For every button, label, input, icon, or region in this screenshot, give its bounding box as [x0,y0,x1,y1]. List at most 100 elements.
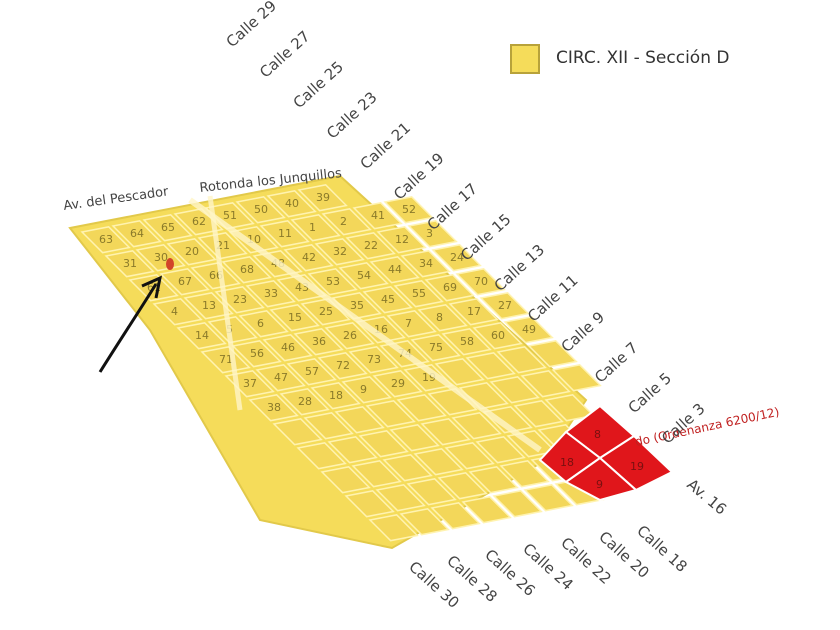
block-number: 58 [460,335,474,348]
block-number: 2 [340,215,347,228]
highlight-block-number: 19 [630,460,644,473]
block [255,364,306,392]
block [434,358,485,386]
street-label-top: Calle 17 [424,180,481,234]
block-number: 12 [395,233,409,246]
block-number: 33 [264,287,278,300]
block-number: 7 [405,317,412,330]
block [200,346,251,374]
block-number: 29 [391,377,405,390]
block [383,196,434,224]
block [279,388,330,416]
block [369,256,420,284]
block [479,292,530,320]
street-label-top: Calle 21 [357,119,414,173]
block [310,382,361,410]
block-number: 36 [312,335,326,348]
block-number: 75 [429,341,443,354]
block [245,280,296,308]
block-number: 70 [474,275,488,288]
block [492,490,543,518]
block-number: 62 [192,215,206,228]
block [358,430,409,458]
block [235,196,286,224]
lot-marker [166,258,174,270]
block-number: 34 [419,257,433,270]
block-number: 13 [202,299,216,312]
block-number: 8 [436,311,443,324]
block-number: 52 [402,203,416,216]
block [417,304,468,332]
block-number: 53 [326,275,340,288]
block [221,256,272,284]
block [344,490,395,518]
block-number: 22 [364,239,378,252]
block [307,268,358,296]
block-number: 65 [161,221,175,234]
block-number: 6 [257,317,264,330]
block-number: 41 [371,209,385,222]
block-number: 55 [412,287,426,300]
street-label-top: Calle 25 [290,58,347,112]
block [352,202,403,230]
block [272,418,323,446]
block [345,232,396,260]
street-label-top: Calle 11 [524,271,581,325]
street-label-top: Calle 23 [323,88,380,142]
block-number: 18 [329,389,343,402]
block-number: 50 [254,203,268,216]
block [472,322,523,350]
block-number: 46 [281,341,295,354]
block [441,328,492,356]
block-number: 64 [130,227,144,240]
block-number: 63 [99,233,113,246]
road-label-ordenanza: do (Ordenanza 6200/12) [634,405,781,449]
block [293,328,344,356]
block [424,274,475,302]
block [362,286,413,314]
block [368,514,419,542]
block [520,370,571,398]
block-number: 9 [360,383,367,396]
block [111,220,162,248]
block-number: 4 [171,305,178,318]
legend-label: CIRC. XII - Sección D [556,48,730,68]
block [266,190,317,218]
block-number: 68 [240,263,254,276]
block [389,424,440,452]
block-number: 37 [243,377,257,390]
block [290,214,341,242]
block-number: 40 [285,197,299,210]
street-label-top: Calle 7 [591,339,641,387]
block-number: 44 [388,263,402,276]
block [406,478,457,506]
highlight-block-19 [564,456,639,502]
block [465,352,516,380]
block [386,310,437,338]
block [320,466,371,494]
block-number: 49 [522,323,536,336]
road-diagonal [188,197,542,453]
block-number: 60 [491,329,505,342]
block-number: 42 [302,251,316,264]
block-number: 72 [336,359,350,372]
block [444,442,495,470]
block-number: 28 [298,395,312,408]
block [190,262,241,290]
block [173,208,224,236]
block [393,280,444,308]
block [413,448,464,476]
block [376,226,427,254]
block [400,250,451,278]
block [496,346,547,374]
block [214,286,265,314]
block-number: 35 [350,299,364,312]
block [431,244,482,272]
block [437,472,488,500]
street-label-top: Calle 15 [457,210,514,264]
block [303,412,354,440]
block [482,406,533,434]
block [324,322,375,350]
block [461,496,512,524]
